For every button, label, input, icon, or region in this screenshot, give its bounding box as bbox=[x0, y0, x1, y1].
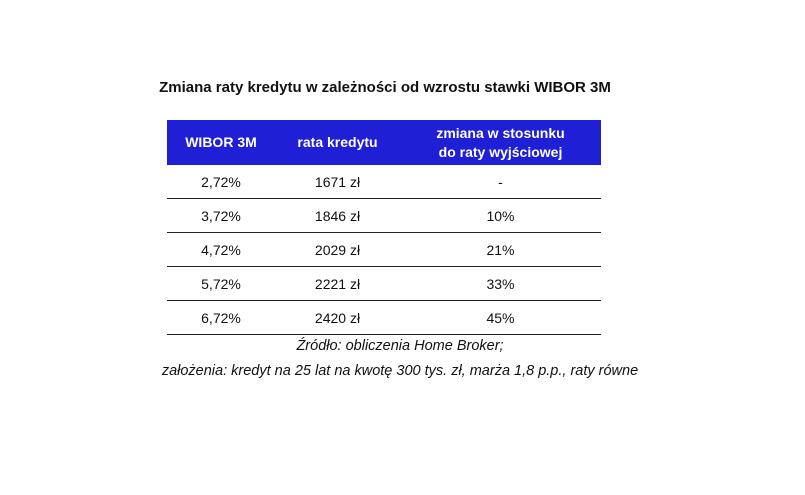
table-cell: 5,72% bbox=[167, 266, 275, 301]
table-cell: 21% bbox=[400, 232, 601, 267]
table-cell: 1846 zł bbox=[275, 198, 400, 233]
table-row: 2,72% 1671 zł - bbox=[167, 165, 601, 199]
table-body: 2,72% 1671 zł -3,72% 1846 zł 10% 4,72% 2029 zł… bbox=[167, 165, 601, 335]
header-text: zmiana w stosunku bbox=[436, 124, 565, 141]
table-row: 4,72% 2029 zł 21% bbox=[167, 232, 601, 267]
header-cell: rata kredytu bbox=[275, 120, 400, 165]
table-cell: 10% bbox=[400, 198, 601, 233]
table-cell: 1671 zł bbox=[275, 165, 400, 199]
table-cell: 45% bbox=[400, 300, 601, 335]
table-cell: 2,72% bbox=[167, 165, 275, 199]
header-cell: WIBOR 3M bbox=[167, 120, 275, 165]
table-cell: 6,72% bbox=[167, 300, 275, 335]
table-cell: 3,72% bbox=[167, 198, 275, 233]
table-cell: 2221 zł bbox=[275, 266, 400, 301]
table-row: 3,72% 1846 zł 10% bbox=[167, 198, 601, 233]
table-cell: 4,72% bbox=[167, 232, 275, 267]
table-cell: - bbox=[400, 165, 601, 199]
table-cell: 33% bbox=[400, 266, 601, 301]
header-text: rata kredytu bbox=[297, 134, 378, 150]
table-row: 6,72% 2420 zł 45% bbox=[167, 300, 601, 335]
assumptions-note: założenia: kredyt na 25 lat na kwotę 300… bbox=[161, 363, 639, 379]
table-cell: 2420 zł bbox=[275, 300, 400, 335]
data-table: WIBOR 3M rata kredytu zmiana w stosunku do … bbox=[167, 120, 601, 335]
table-row: 5,72% 2221 zł 33% bbox=[167, 266, 601, 301]
header-row: WIBOR 3M rata kredytu zmiana w stosunku do … bbox=[167, 120, 601, 165]
table-cell: 2029 zł bbox=[275, 232, 400, 267]
header-cell: zmiana w stosunku do raty wyjściowej bbox=[400, 120, 601, 165]
header-text: WIBOR 3M bbox=[185, 134, 257, 150]
source-note: Źródło: obliczenia Home Broker; bbox=[296, 338, 504, 354]
table-title: Zmiana raty kredytu w zależności od wzro… bbox=[159, 79, 611, 96]
header-text: do raty wyjściowej bbox=[438, 143, 563, 160]
